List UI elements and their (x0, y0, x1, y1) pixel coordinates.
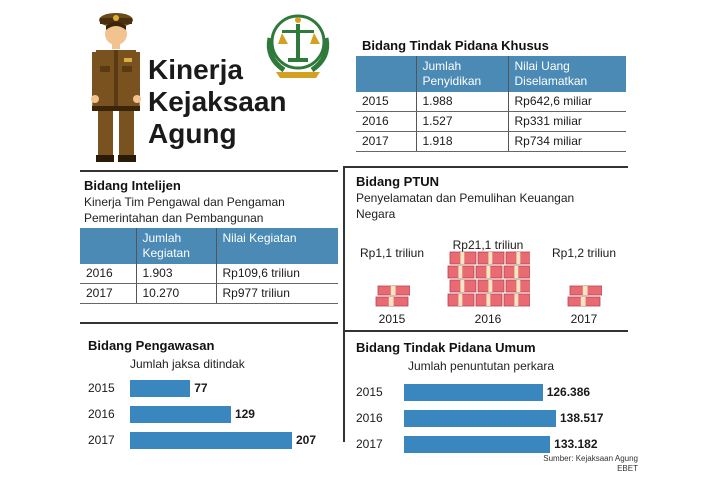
ptun-year-label: 2016 (474, 312, 502, 326)
table-cell: Rp331 miliar (507, 111, 626, 132)
money-band (458, 294, 463, 306)
ptun-year-label: 2017 (570, 312, 598, 326)
money-stack-icon (375, 285, 410, 307)
bar-value-label: 77 (194, 381, 208, 395)
money-band (514, 294, 519, 306)
intelijen-subtitle: Kinerja Tim Pengawal dan Pengaman Pemeri… (84, 195, 285, 225)
pidum-title: Bidang Tindak Pidana Umum (356, 340, 536, 355)
pidsus-table: Jumlah Penyidikan Nilai Uang Diselamatka… (356, 56, 626, 152)
table-cell: Rp642,6 miliar (507, 92, 626, 112)
bar-value-label: 129 (234, 407, 255, 421)
ptun-subtitle: Penyelamatan dan Pemulihan Keuangan Nega… (356, 191, 575, 221)
intelijen-table: Jumlah Kegiatan Nilai Kegiatan 2016 1.90… (80, 228, 338, 304)
table-cell: 2017 (80, 283, 136, 304)
divider (80, 322, 338, 324)
table-cell: 1.527 (415, 111, 508, 132)
pidsus-col-value: Nilai Uang Diselamatkan (507, 56, 626, 92)
bar (130, 406, 231, 423)
intelijen-title: Bidang Intelijen (84, 178, 181, 193)
pidsus-col-year (356, 56, 416, 92)
bar-value-label: 207 (296, 433, 317, 447)
pidsus-title: Bidang Tindak Pidana Khusus (362, 38, 549, 53)
bar-year-label: 2016 (356, 411, 383, 425)
bar-year-label: 2017 (88, 433, 115, 447)
bar (130, 432, 292, 449)
divider (344, 166, 628, 168)
ptun-value-label: Rp21,1 triliun (452, 238, 524, 252)
bar-value-label: 126.386 (546, 385, 591, 399)
bar-year-label: 2016 (88, 407, 115, 421)
money-band (390, 286, 396, 295)
pengawasan-subtitle: Jumlah jaksa ditindak (130, 357, 245, 371)
intelijen-col-value: Nilai Kegiatan (215, 228, 338, 264)
ptun-value-label: Rp1,1 triliun (359, 246, 425, 260)
ptun-year-label: 2015 (378, 312, 406, 326)
source-line-2: EBET (617, 464, 638, 473)
divider (344, 330, 628, 332)
table-cell: 2015 (356, 92, 416, 112)
money-band (458, 266, 463, 278)
table-cell: 1.903 (135, 264, 216, 284)
table-row: 2016 1.527 Rp331 miliar (356, 111, 626, 132)
title-line-2: Kejaksaan (148, 86, 287, 117)
money-band (486, 294, 491, 306)
money-band (488, 252, 493, 264)
bar (404, 410, 556, 427)
prosecutor-mascot-icon (91, 13, 141, 162)
table-cell: 2017 (356, 131, 416, 152)
table-cell: 1.988 (415, 92, 508, 112)
intelijen-col-count: Jumlah Kegiatan (135, 228, 216, 264)
table-row: 2017 1.918 Rp734 miliar (356, 131, 626, 152)
table-row: 2017 10.270 Rp977 triliun (80, 283, 338, 304)
money-band (582, 286, 588, 295)
ptun-value-label: Rp1,2 triliun (551, 246, 617, 260)
bar-year-label: 2015 (88, 381, 115, 395)
kejaksaan-emblem-icon (266, 14, 330, 78)
money-band (488, 280, 493, 292)
page-title: Kinerja Kejaksaan Agung (148, 54, 287, 150)
money-band (516, 252, 521, 264)
money-band (388, 297, 394, 306)
bar-value-label: 133.182 (554, 437, 598, 451)
table-cell: Rp734 miliar (507, 131, 626, 152)
bar (404, 436, 551, 453)
bar-value-label: 138.517 (560, 411, 604, 425)
title-line-3: Agung (148, 118, 237, 149)
title-line-1: Kinerja (148, 54, 243, 85)
money-band (460, 280, 465, 292)
money-stack-icon (567, 285, 602, 307)
pidum-subtitle: Jumlah penuntutan perkara (408, 359, 555, 373)
divider (80, 170, 338, 172)
table-row: 2015 1.988 Rp642,6 miliar (356, 92, 626, 112)
table-cell: Rp977 triliun (215, 283, 338, 304)
bar-year-label: 2017 (356, 437, 383, 451)
bar-year-label: 2015 (356, 385, 383, 399)
money-band (486, 266, 491, 278)
money-band (514, 266, 519, 278)
table-cell: Rp109,6 triliun (215, 264, 338, 284)
table-cell: 1.918 (415, 131, 508, 152)
money-stack-icon (447, 251, 530, 307)
bar (130, 380, 191, 397)
table-cell: 10.270 (135, 283, 216, 304)
source-line-1: Sumber: Kejaksaan Agung (543, 454, 638, 463)
divider (343, 166, 345, 442)
source-note: Sumber: Kejaksaan Agung EBET (500, 454, 638, 474)
table-row: 2016 1.903 Rp109,6 triliun (80, 264, 338, 284)
table-cell: 2016 (80, 264, 136, 284)
money-band (516, 280, 521, 292)
intelijen-col-year (80, 228, 136, 264)
ptun-title: Bidang PTUN (356, 174, 440, 189)
money-band (580, 297, 586, 306)
money-band (460, 252, 465, 264)
pengawasan-title: Bidang Pengawasan (88, 338, 215, 353)
pidsus-col-count: Jumlah Penyidikan (415, 56, 508, 92)
table-cell: 2016 (356, 111, 416, 132)
bar (404, 384, 543, 401)
